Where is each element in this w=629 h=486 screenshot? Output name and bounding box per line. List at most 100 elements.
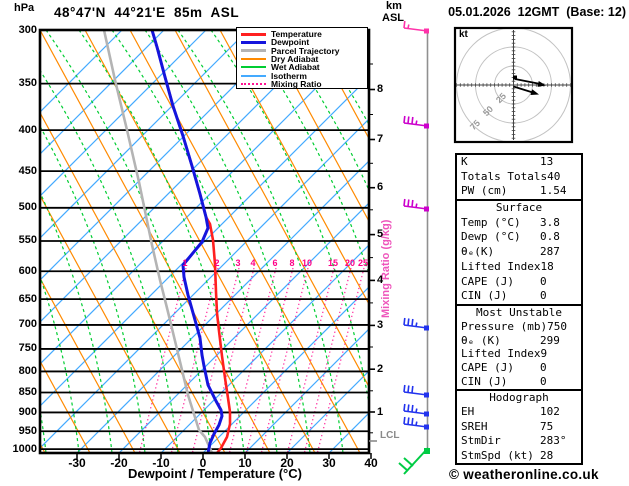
indices-row-value: 3.8 xyxy=(540,215,560,229)
indices-row-label: StmSpd (kt) xyxy=(461,448,534,462)
wet-adiabat-line xyxy=(607,30,629,453)
mixing-ratio-value-label: 4 xyxy=(250,258,256,268)
dry-adiabat-line xyxy=(40,277,136,453)
mixing-ratio-line xyxy=(316,267,365,453)
temperature-tick-label: -30 xyxy=(68,456,86,470)
legend-item-label: Dewpoint xyxy=(271,37,310,48)
indices-row-label: K xyxy=(461,155,468,168)
indices-row-value: 283° xyxy=(540,434,567,448)
isotherm-line xyxy=(286,370,369,453)
pressure-tick-label: 900 xyxy=(18,405,37,418)
indices-row: CAPE (J) 0 xyxy=(457,361,581,375)
indices-row-label: θₑ(K) xyxy=(461,245,495,259)
indices-section: Surface Temp (°C) 3.8 Dewp (°C) 0.8 θₑ(K) 287 L… xyxy=(455,199,583,306)
km-tick-label: 6 xyxy=(377,181,384,194)
legend-item: Isotherm xyxy=(241,70,367,81)
indices-row: Temp (°C) 3.8 xyxy=(457,216,581,231)
mixing-ratio-swatch xyxy=(241,82,266,85)
mixing-ratio-line xyxy=(286,267,335,453)
x-axis-label: Dewpoint / Temperature (°C) xyxy=(128,466,302,481)
hodograph-trace-arrowhead xyxy=(530,89,539,95)
dry-adiabat-line xyxy=(309,30,369,140)
indices-row: θₑ(K) 287 xyxy=(457,245,581,260)
wind-barb-feather xyxy=(407,199,410,207)
hodograph-inner xyxy=(456,29,571,141)
indices-row: CIN (J) 0 xyxy=(457,289,581,304)
mixing-ratio-value-label: 6 xyxy=(272,258,278,268)
wind-barb-feather xyxy=(415,120,418,125)
mixing-ratio-value-label: 3 xyxy=(235,258,241,268)
indices-row-value: 75 xyxy=(540,419,554,433)
wind-barb-feather xyxy=(411,116,414,125)
mixing-ratio-line xyxy=(170,267,219,453)
parcel-trajectory-swatch xyxy=(241,49,266,53)
km-axis-unit: km xyxy=(386,0,402,12)
hodograph-unit-label: kt xyxy=(459,29,468,40)
indices-row-label: Dewp (°C) xyxy=(461,230,521,244)
legend-item: Parcel Trajectory xyxy=(241,46,367,56)
indices-row-value: 0 xyxy=(540,361,547,375)
indices-row-value: 18 xyxy=(540,259,554,273)
mixing-ratio-value-label: 10 xyxy=(301,258,312,268)
indices-row-value: 0 xyxy=(540,375,547,389)
indices-section: Most Unstable Pressure (mb) 750 θₑ (K) 299 Li… xyxy=(455,304,583,391)
isotherm-line xyxy=(40,30,165,155)
wind-barb-feather xyxy=(407,404,410,412)
legend-item-label: Dry Adiabat xyxy=(271,54,319,65)
wind-barb-shaft xyxy=(403,27,428,32)
wind-barb-feather xyxy=(407,116,410,124)
isotherm-line xyxy=(202,286,369,453)
pressure-tick-label: 450 xyxy=(18,164,37,177)
wind-barb-feather xyxy=(403,198,406,207)
parcel-curve xyxy=(102,30,214,453)
pressure-tick-label: 1000 xyxy=(12,442,37,455)
indices-row-label: Temp (°C) xyxy=(461,215,521,229)
indices-row: θₑ (K) 299 xyxy=(457,334,581,348)
isotherm-swatch xyxy=(241,74,266,77)
surface-barb-dot xyxy=(424,448,430,454)
wind-barb-feather xyxy=(403,403,406,412)
wind-barb-feather xyxy=(403,416,406,425)
indices-row-value: 0.8 xyxy=(540,230,560,244)
indices-row: Lifted Index 9 xyxy=(457,347,581,361)
wet-adiabat-line xyxy=(243,30,369,276)
pressure-tick-label: 600 xyxy=(18,264,37,277)
plot-border xyxy=(38,28,371,455)
pressure-tick-label: 650 xyxy=(18,292,37,305)
indices-row-label: Totals Totals xyxy=(461,169,548,183)
hodograph xyxy=(453,26,574,144)
wind-barb-feather xyxy=(403,317,406,326)
wind-barb-dot xyxy=(424,424,429,430)
isotherm-line xyxy=(40,30,123,113)
mixing-ratio-value-label: 8 xyxy=(289,258,295,268)
dewpoint-swatch xyxy=(241,40,266,44)
temperature-tick-label: -20 xyxy=(110,456,128,470)
indices-row: EH 102 xyxy=(457,405,581,419)
wind-barb-feather xyxy=(415,203,418,208)
indices-section-header: Surface xyxy=(495,201,543,214)
indices-row-value: 102 xyxy=(540,405,560,419)
wind-barb-feather xyxy=(415,408,418,413)
surface-barb-feather xyxy=(398,462,409,472)
wind-barb-dot xyxy=(424,206,429,212)
wind-barb-feather xyxy=(411,417,414,426)
indices-row-label: PW (cm) xyxy=(461,184,508,198)
temperature-tick-label: 0 xyxy=(199,456,207,470)
wind-barb-feather xyxy=(403,115,406,124)
legend-item: Mixing Ratio xyxy=(241,79,367,89)
wind-barb-feather xyxy=(411,199,414,208)
wind-barb xyxy=(403,317,429,331)
mixing-ratio-line xyxy=(245,267,294,453)
wind-barb-feather xyxy=(411,404,414,413)
indices-row: K 13 xyxy=(457,155,581,170)
legend-item-label: Isotherm xyxy=(271,70,307,81)
km-axis-unit-asl: ASL xyxy=(382,12,404,24)
indices-row-label: CIN (J) xyxy=(461,375,508,389)
indices-row-label: CAPE (J) xyxy=(461,274,514,288)
mixing-ratio-value-label: 20 xyxy=(344,258,355,268)
wind-barb-feather xyxy=(407,385,410,393)
mixing-ratio-line xyxy=(191,267,240,453)
surface-wind-barb xyxy=(398,447,430,475)
isotherm-line xyxy=(40,30,249,239)
indices-section: Hodograph EH 102 SREH 75 StmDir 283° StmSpd (kt… xyxy=(455,389,583,465)
